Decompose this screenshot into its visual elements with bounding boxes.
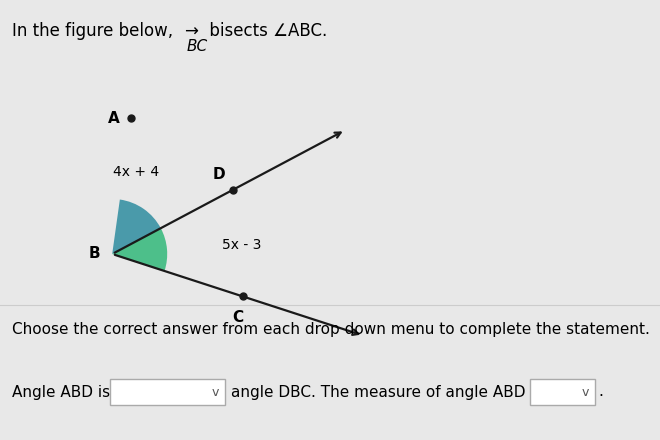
Text: Choose the correct answer from each drop down menu to complete the statement.: Choose the correct answer from each drop…: [12, 322, 650, 337]
Text: C: C: [232, 311, 244, 326]
Text: v: v: [212, 385, 219, 399]
Bar: [530, 379, 595, 405]
Text: Angle ABD is: Angle ABD is: [12, 385, 110, 400]
Text: angle DBC. The measure of angle ABD is: angle DBC. The measure of angle ABD is: [231, 385, 543, 400]
Text: In the figure below,: In the figure below,: [12, 22, 183, 40]
Text: A: A: [108, 110, 119, 125]
Wedge shape: [112, 199, 161, 254]
Text: →  bisects ∠ABC.: → bisects ∠ABC.: [185, 22, 327, 40]
Text: D: D: [213, 167, 226, 182]
Text: 4x + 4: 4x + 4: [114, 165, 160, 179]
Text: BC: BC: [187, 39, 208, 54]
Text: v: v: [581, 385, 589, 399]
Text: B: B: [88, 246, 100, 261]
Text: .: .: [598, 385, 603, 400]
Text: 5x - 3: 5x - 3: [222, 238, 261, 252]
Wedge shape: [112, 228, 167, 271]
Bar: [110, 379, 225, 405]
